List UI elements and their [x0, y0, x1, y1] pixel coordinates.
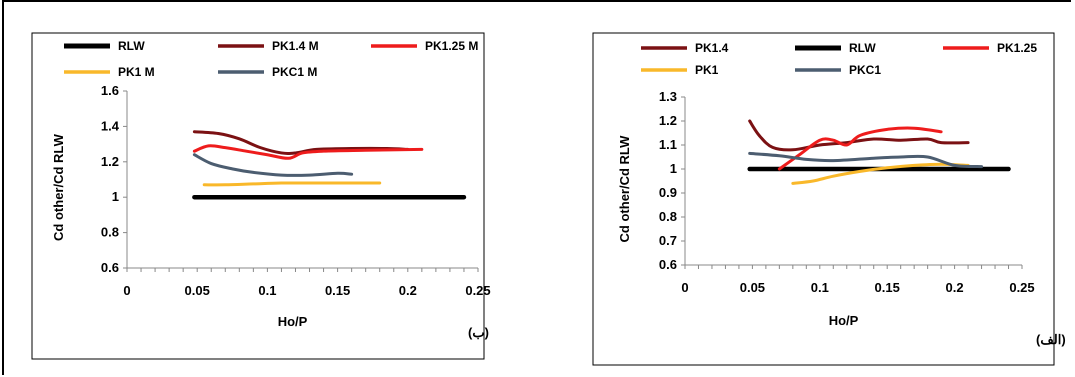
series-line — [748, 151, 984, 169]
y-tick-label: 1.6 — [101, 83, 119, 98]
x-axis-label: Ho/P — [278, 314, 308, 329]
y-tick-label: 1 — [670, 161, 677, 176]
panel-label: (الف) — [1036, 332, 1066, 347]
y-tick-label: 0.6 — [101, 260, 119, 275]
legend-label: RLW — [849, 41, 876, 55]
legend-label: PK1 — [695, 63, 719, 77]
x-tick-label: 0 — [123, 283, 130, 298]
y-tick-label: 0.8 — [101, 225, 119, 240]
x-tick-label: 0.2 — [946, 280, 964, 295]
x-axis-label: Ho/P — [829, 313, 859, 328]
x-tick-label: 0.05 — [740, 280, 765, 295]
y-tick-label: 0.6 — [659, 257, 677, 272]
y-tick-label: 1.3 — [659, 89, 677, 104]
y-tick-label: 0.9 — [659, 185, 677, 200]
legend-label: PKC1 — [849, 63, 881, 77]
x-tick-label: 0 — [681, 280, 688, 295]
x-tick-label: 0.05 — [185, 283, 210, 298]
x-tick-label: 0.2 — [399, 283, 417, 298]
legend-label: PK1.4 M — [272, 39, 319, 53]
x-tick-label: 0.25 — [465, 283, 490, 298]
series-line — [192, 153, 354, 177]
y-tick-label: 1 — [112, 189, 119, 204]
legend-label: PK1.25 — [997, 41, 1037, 55]
series-line — [777, 126, 943, 171]
y-tick-label: 1.1 — [659, 137, 677, 152]
x-tick-label: 0.1 — [258, 283, 276, 298]
legend-label: PK1.4 — [695, 41, 729, 55]
y-tick-label: 1.4 — [101, 118, 120, 133]
series-line — [791, 162, 970, 185]
panel-label: (ب) — [468, 325, 489, 340]
legend-label: PKC1 M — [272, 65, 317, 79]
y-tick-label: 1.2 — [659, 113, 677, 128]
chart-border — [592, 32, 1055, 366]
y-axis-label: Cd other/Cd RLW — [51, 133, 66, 241]
legend-label: PK1 M — [118, 65, 155, 79]
y-axis-label: Cd other/Cd RLW — [617, 135, 632, 243]
series-line — [202, 181, 382, 187]
y-tick-label: 1.2 — [101, 154, 119, 169]
x-tick-label: 0.1 — [811, 280, 829, 295]
series-line — [192, 144, 424, 160]
series-line — [192, 130, 410, 156]
y-tick-label: 0.8 — [659, 209, 677, 224]
x-tick-label: 0.15 — [325, 283, 350, 298]
x-tick-label: 0.25 — [1009, 280, 1034, 295]
legend-label: RLW — [118, 39, 145, 53]
legend-label: PK1.25 M — [425, 39, 478, 53]
series-line — [748, 119, 970, 152]
x-tick-label: 0.15 — [875, 280, 900, 295]
y-tick-label: 0.7 — [659, 233, 677, 248]
